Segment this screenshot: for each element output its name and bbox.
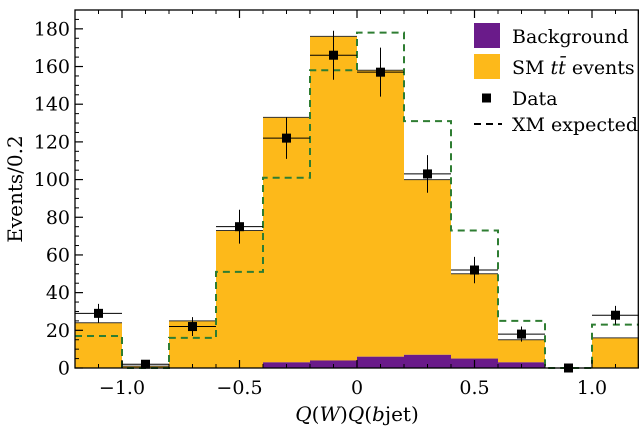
data-point xyxy=(188,322,197,332)
x-tick-label: 0.5 xyxy=(459,377,489,399)
y-tick-label: 140 xyxy=(34,94,70,116)
sm-bar xyxy=(310,36,357,361)
data-point xyxy=(282,133,291,143)
x-axis-label: Q(W)Q(bjet) xyxy=(295,402,419,426)
data-point xyxy=(94,308,103,318)
legend: Background SM tt̄ events Data XM expected xyxy=(474,23,638,136)
y-tick-label: 60 xyxy=(46,244,70,266)
legend-label: Background xyxy=(512,26,629,48)
xm-expected-line xyxy=(75,31,639,369)
y-tick-label: 160 xyxy=(34,56,70,78)
y-tick-label: 20 xyxy=(46,320,70,342)
y-tick-label: 120 xyxy=(34,131,70,153)
y-tick-label: 100 xyxy=(34,169,70,191)
sm-bar xyxy=(75,322,122,368)
y-tick-label: 80 xyxy=(46,207,70,229)
legend-label: XM expected xyxy=(512,114,638,136)
x-tick-label: 0 xyxy=(351,377,363,399)
x-tick-label: −0.5 xyxy=(216,377,262,399)
data-point xyxy=(235,222,244,232)
background-bar xyxy=(357,356,404,368)
legend-data-marker xyxy=(482,93,491,103)
sm-bar xyxy=(592,337,639,368)
data-point xyxy=(611,310,620,320)
x-tick-label: 1.0 xyxy=(577,377,607,399)
sm-bar xyxy=(216,230,263,368)
sm-bar xyxy=(357,70,404,357)
sm-bar xyxy=(451,273,498,359)
x-tick-label: −1.0 xyxy=(99,377,145,399)
background-bar xyxy=(404,354,451,368)
y-axis-label: Events/0.2 xyxy=(3,135,27,242)
legend-background-swatch xyxy=(474,23,500,48)
legend-label: Data xyxy=(512,88,558,110)
sm-bar xyxy=(498,339,545,363)
data-point xyxy=(329,50,338,60)
legend-label: SM tt̄ events xyxy=(512,55,635,79)
data-point xyxy=(423,169,432,179)
data-point xyxy=(517,329,526,339)
y-tick-label: 0 xyxy=(58,358,70,380)
data-point xyxy=(376,67,385,77)
legend-sm-swatch xyxy=(474,54,500,79)
y-tick-label: 180 xyxy=(34,18,70,40)
data-point xyxy=(470,265,479,275)
axes: −1.0 −0.5 0 0.5 1.0 0 20 40 60 80 100 120 140 160 180 xyxy=(34,10,639,399)
plot-area xyxy=(75,30,639,373)
sm-bar xyxy=(404,179,451,355)
y-tick-label: 40 xyxy=(46,282,70,304)
